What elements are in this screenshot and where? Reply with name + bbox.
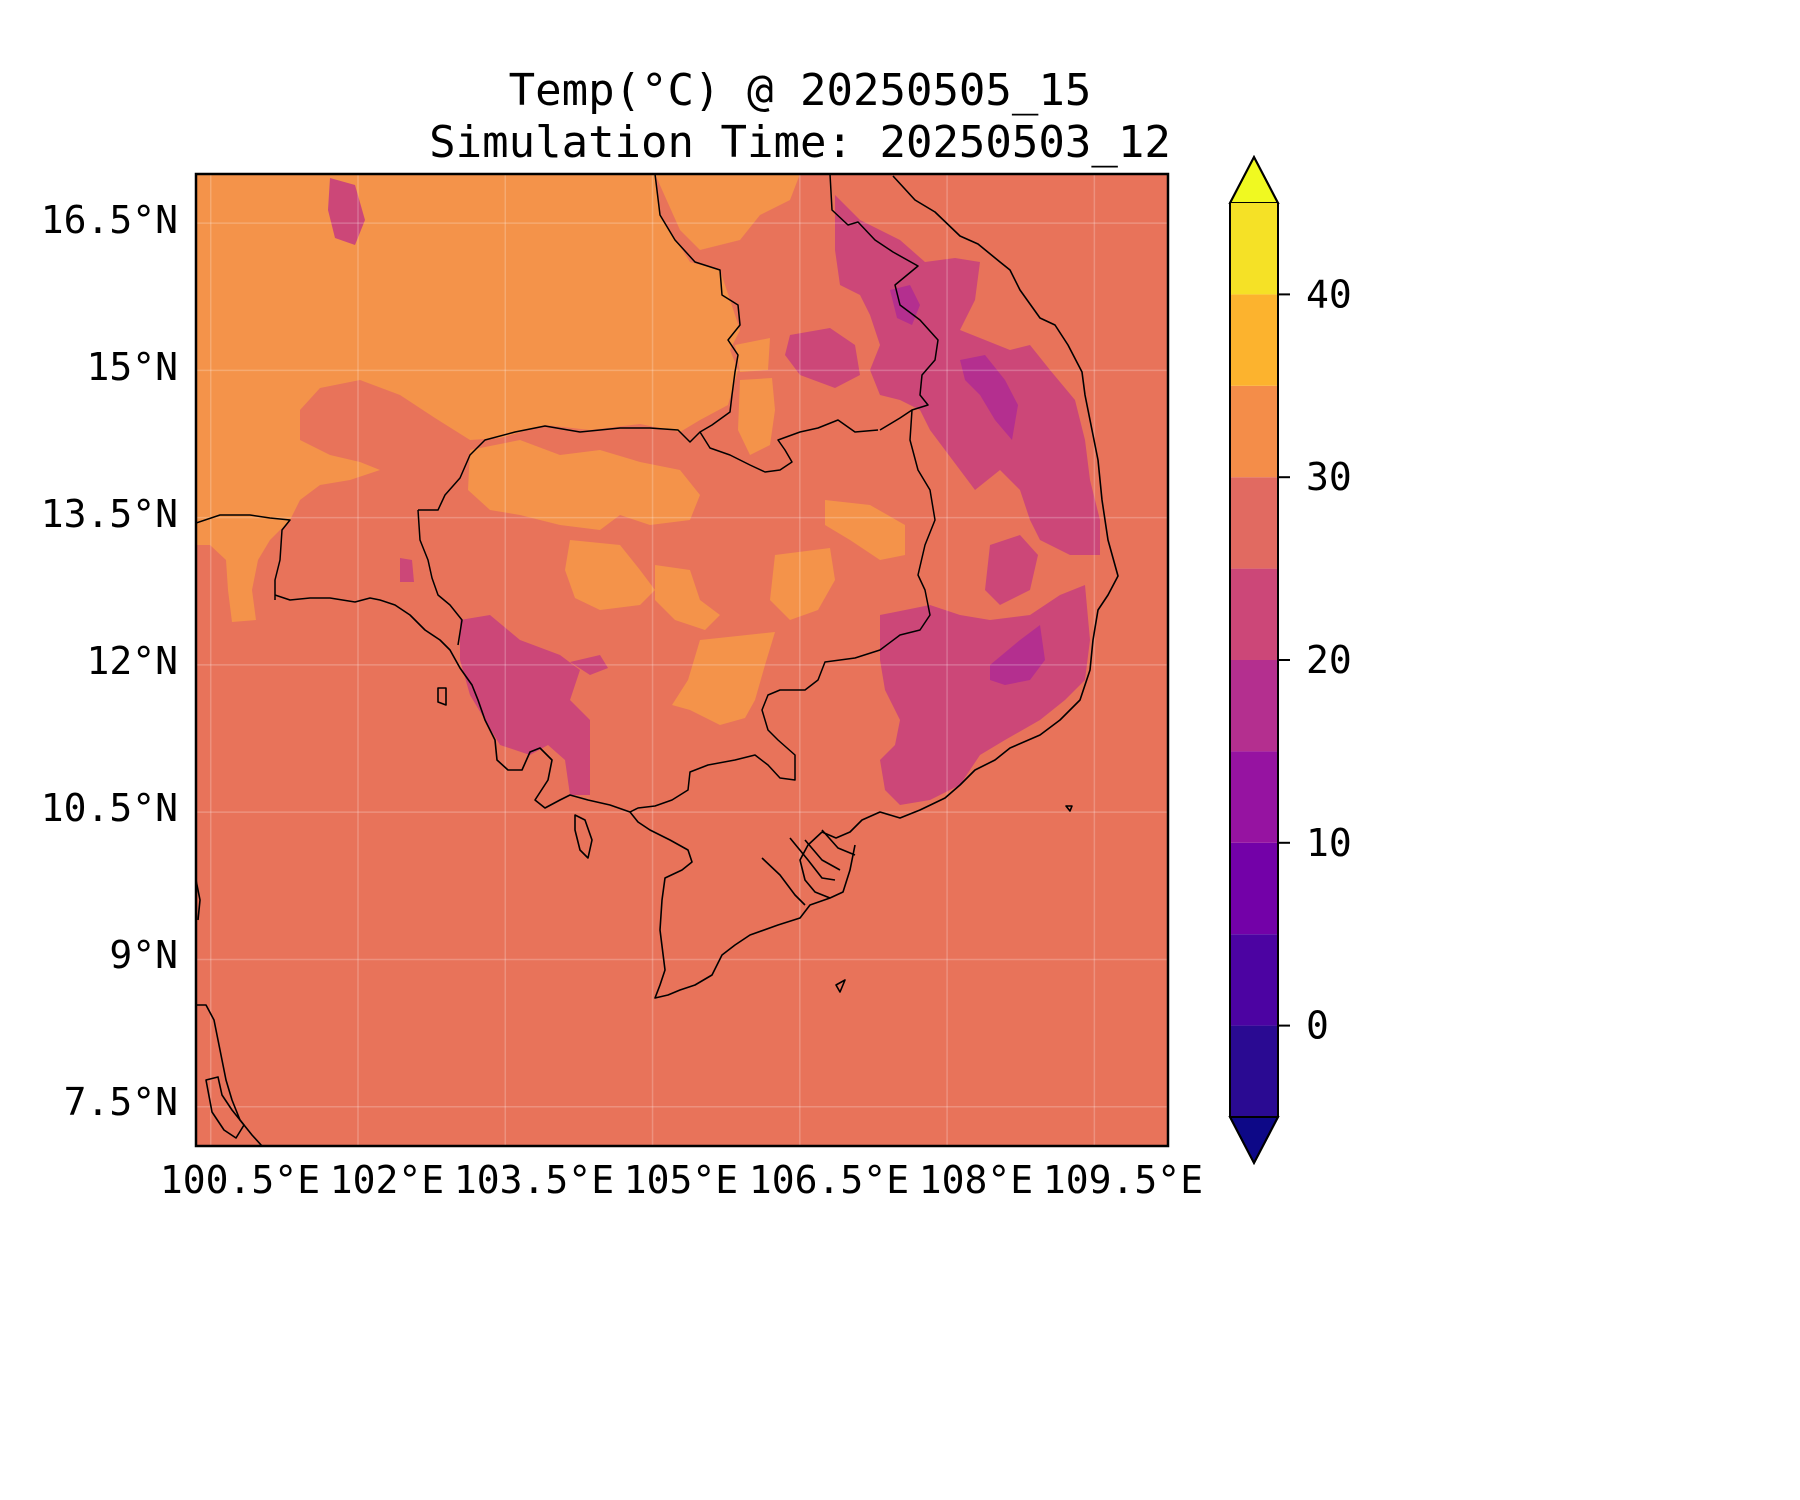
colorbar-band: [1230, 203, 1278, 295]
chart-title-line-2: Simulation Time: 20250503_12: [429, 117, 1171, 168]
colorbar-ticks: 0 10 20 30 40: [1278, 272, 1352, 1048]
island-small-kong: [437, 687, 447, 706]
warm-zone-small-1: [738, 378, 775, 455]
cool-zone-dak-lak: [985, 535, 1038, 605]
coastline-mekong-delta: [629, 811, 831, 999]
border-cambodia-vietnam-east: [629, 409, 936, 813]
border-thailand-cambodia-west: [417, 509, 463, 646]
colorbar-tick-label: 10: [1306, 821, 1352, 865]
colorbar-band: [1230, 934, 1278, 1026]
colorbar-band: [1230, 477, 1278, 569]
island-phu-quy: [1065, 805, 1073, 812]
colorbar-outline: [1229, 154, 1279, 1166]
warm-zone-mondulkiri: [825, 500, 905, 560]
colorbar: 0 10 20 30 40: [1228, 154, 1352, 1166]
latitude-tick-labels: 16.5°N 15°N 13.5°N 12°N 10.5°N 9°N 7.5°N: [41, 198, 178, 1124]
warm-zone-cambodia-mid: [565, 540, 655, 610]
map-panel: [196, 174, 1168, 1146]
lon-tick-label: 108°E: [919, 1158, 1033, 1202]
colorbar-bands: [1230, 203, 1278, 1117]
cool-zone-west-thailand: [328, 178, 365, 245]
cool-zone-cardamom: [460, 615, 590, 795]
colorbar-band: [1230, 1025, 1278, 1117]
border-cambodia-north: [418, 419, 879, 511]
cool-zone-small-b: [570, 655, 608, 675]
lon-tick-label: 103.5°E: [454, 1158, 614, 1202]
colorbar-tick-label: 20: [1306, 638, 1352, 682]
coastlines: [196, 175, 1119, 1146]
longitude-tick-labels: 100.5°E 102°E 103.5°E 105°E 106.5°E 108°…: [160, 1158, 1203, 1202]
coastline-vietnam-south: [799, 175, 1119, 899]
lat-tick-label: 13.5°N: [41, 492, 178, 536]
colorbar-band: [1230, 568, 1278, 660]
colorbar-band: [1230, 660, 1278, 752]
warm-zone-cambodia-east: [770, 548, 835, 620]
coastline-thailand-west: [196, 1004, 263, 1146]
colorbar-over-extension: [1228, 154, 1280, 204]
island-phu-quoc: [574, 814, 593, 859]
coastline-thailand-northwest: [196, 879, 201, 921]
warm-zone-thailand: [196, 174, 740, 622]
border-thailand-myanmar: [196, 514, 291, 600]
lat-tick-label: 9°N: [109, 933, 178, 977]
island-samui: [205, 1076, 245, 1139]
coastline-cambodia-gulf: [274, 594, 631, 813]
chart-title-line-1: Temp(°C) @ 20250505_15: [508, 65, 1092, 116]
island-con-dao: [835, 979, 846, 993]
lon-tick-label: 100.5°E: [160, 1158, 320, 1202]
lat-tick-label: 16.5°N: [41, 198, 178, 242]
lat-tick-label: 7.5°N: [64, 1080, 178, 1124]
delta-river-mouths: [761, 829, 856, 906]
border-laos-vietnam: [829, 174, 939, 431]
warm-zone-cambodia-center: [655, 565, 720, 630]
cool-zone-small-a: [400, 558, 414, 582]
warm-zone-laos-east: [655, 174, 800, 250]
lon-tick-label: 106.5°E: [749, 1158, 909, 1202]
colorbar-band: [1230, 751, 1278, 843]
cold-zone-ngoc-linh: [960, 355, 1018, 440]
map-frame: [194, 172, 1170, 1148]
warm-zone-cambodia-north: [468, 440, 700, 530]
lon-tick-label: 105°E: [624, 1158, 738, 1202]
colorbar-band: [1230, 294, 1278, 386]
warm-zone-cambodia-south: [672, 632, 775, 725]
lat-tick-label: 10.5°N: [41, 786, 178, 830]
warm-zone-small-2: [735, 338, 770, 372]
colorbar-band: [1230, 385, 1278, 478]
colorbar-tick-label: 40: [1306, 272, 1352, 316]
lat-tick-label: 15°N: [86, 345, 178, 389]
lat-tick-label: 12°N: [86, 639, 178, 683]
national-borders: [196, 174, 939, 813]
cold-zone-lam-dong: [990, 625, 1045, 685]
colorbar-tick-label: 30: [1306, 455, 1352, 499]
colorbar-tick-label: 0: [1306, 1004, 1329, 1048]
border-thailand-laos: [654, 174, 741, 433]
colorbar-band: [1230, 842, 1278, 935]
cool-zone-laos-pocket: [785, 328, 860, 388]
lon-tick-label: 109.5°E: [1043, 1158, 1203, 1202]
map-gridlines: [196, 174, 1168, 1146]
colorbar-under-extension: [1228, 1116, 1280, 1166]
lon-tick-label: 102°E: [330, 1158, 444, 1202]
